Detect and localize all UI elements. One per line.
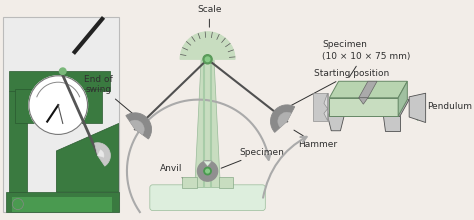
FancyBboxPatch shape [9, 71, 109, 91]
Polygon shape [6, 192, 118, 212]
Circle shape [60, 68, 66, 74]
Text: Pendulum: Pendulum [428, 101, 473, 110]
FancyBboxPatch shape [15, 89, 102, 123]
Text: Scale: Scale [197, 5, 222, 27]
Polygon shape [398, 81, 407, 116]
Wedge shape [278, 112, 292, 127]
Polygon shape [383, 116, 400, 131]
Circle shape [198, 161, 218, 181]
Polygon shape [329, 98, 398, 116]
Polygon shape [219, 177, 233, 188]
Polygon shape [324, 93, 328, 121]
Polygon shape [182, 177, 197, 188]
FancyBboxPatch shape [150, 185, 265, 211]
Polygon shape [359, 81, 377, 98]
Polygon shape [359, 98, 368, 104]
FancyBboxPatch shape [9, 91, 27, 192]
Circle shape [203, 55, 212, 64]
Polygon shape [56, 123, 118, 192]
Wedge shape [94, 143, 110, 166]
Polygon shape [409, 93, 426, 123]
Polygon shape [12, 197, 112, 212]
Text: Specimen
(10 × 10 × 75 mm): Specimen (10 × 10 × 75 mm) [322, 40, 410, 77]
Wedge shape [180, 32, 235, 59]
Text: Hammer: Hammer [294, 130, 337, 149]
Wedge shape [271, 105, 295, 132]
Wedge shape [98, 150, 104, 157]
Circle shape [205, 57, 210, 62]
Polygon shape [329, 81, 407, 98]
Wedge shape [130, 120, 144, 135]
Text: End of
swing: End of swing [84, 75, 133, 114]
FancyBboxPatch shape [3, 17, 118, 212]
Circle shape [206, 169, 210, 173]
Polygon shape [203, 161, 212, 167]
Text: Anvil: Anvil [160, 164, 185, 180]
Polygon shape [383, 100, 409, 116]
Polygon shape [195, 59, 220, 188]
Text: Starting position: Starting position [292, 69, 390, 105]
Circle shape [204, 167, 211, 175]
Text: Specimen: Specimen [221, 148, 284, 168]
Polygon shape [328, 100, 353, 116]
Polygon shape [328, 116, 344, 131]
Wedge shape [126, 113, 152, 139]
Polygon shape [313, 93, 328, 121]
Circle shape [29, 76, 88, 134]
